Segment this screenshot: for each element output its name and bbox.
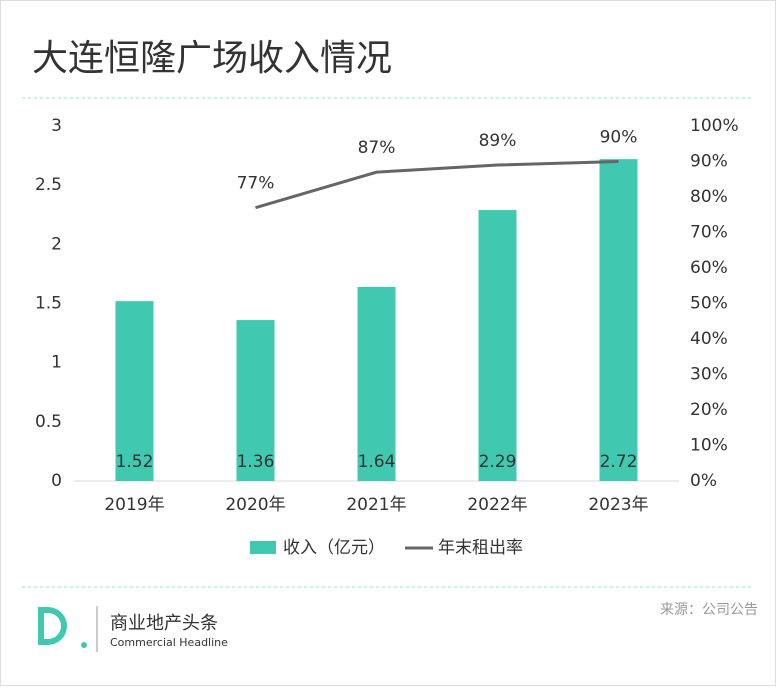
y-tick-label: 1.5 [35,294,62,314]
y-tick-label: 0.5 [35,412,62,432]
legend-label: 收入（亿元） [283,538,385,558]
line [255,160,619,210]
y2-tick-label: 100% [690,116,739,136]
logo [38,606,98,652]
title: 大连恒隆广场收入情况 [32,38,392,79]
x-tick-label: 2019年 [104,495,164,515]
y2-tick-label: 90% [690,152,728,172]
source: 来源：公司公告 [660,602,758,618]
x-tick-label: 2021年 [346,495,406,515]
bar [236,320,275,481]
y2-tick-label: 20% [690,400,728,420]
y-tick-label: 3 [51,116,62,136]
y2-tick-label: 50% [690,294,728,314]
y-tick-label: 2.5 [35,175,62,195]
bar-value-label: 1.52 [116,452,154,472]
y2-tick-label: 0% [690,471,717,491]
bar [357,286,396,481]
logo-mark [38,607,67,645]
bar-value-label: 1.36 [237,452,275,472]
bar-value-label: 2.72 [600,452,638,472]
line-value-label: 87% [358,138,396,158]
y2-tick-label: 80% [690,187,728,207]
y-tick-label: 2 [51,234,62,254]
brand-en: Commercial Headline [110,636,228,649]
line-value-label: 90% [600,128,638,148]
y2-tick-label: 30% [690,365,728,385]
y2-tick-label: 40% [690,329,728,349]
bar [478,210,517,481]
brand: 商业地产头条 [110,613,218,634]
x-tick-label: 2020年 [225,495,285,515]
bar-value-label: 1.64 [358,452,396,472]
x-tick-label: 2022年 [467,495,527,515]
x-tick-label: 2023年 [588,495,648,515]
bar-value-label: 2.29 [479,452,517,472]
y2-tick-label: 60% [690,258,728,278]
legend-label: 年末租出率 [438,538,523,558]
y2-tick-label: 70% [690,223,728,243]
legend-swatch [250,541,276,554]
y-tick-label: 1 [51,353,62,373]
y2-tick-label: 10% [690,436,728,456]
y-tick-label: 0 [51,471,62,491]
bar [599,159,638,481]
line-value-label: 77% [237,174,275,194]
bar [115,301,154,481]
line-value-label: 89% [479,131,517,151]
logo-dot [81,642,87,648]
